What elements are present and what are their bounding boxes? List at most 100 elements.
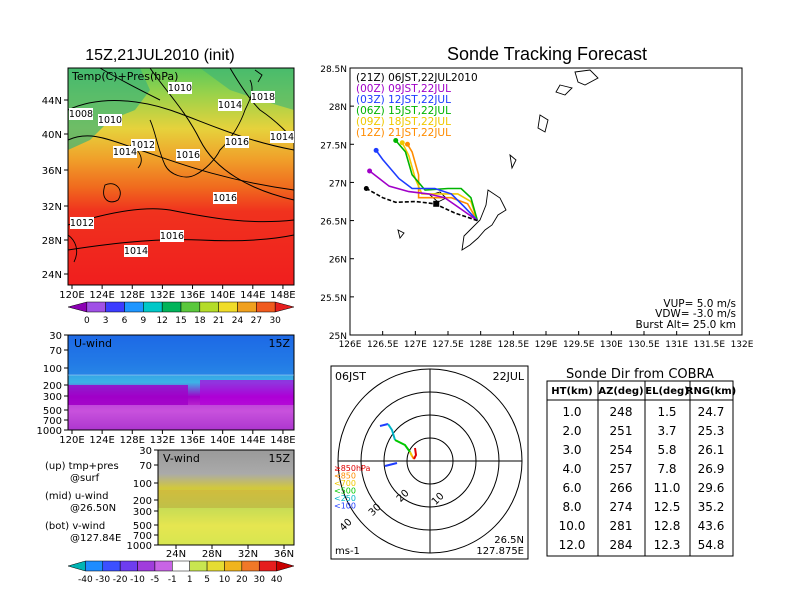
pressure-legend-entry: ≥850hPa	[334, 464, 371, 473]
track-line-5	[406, 143, 479, 222]
colorbar-swatch	[218, 301, 238, 313]
lon-tick-label: 132E	[731, 340, 754, 350]
legend-entry: (06Z) 15JST,22JUL	[356, 105, 451, 117]
track-endpoint-4	[399, 140, 405, 146]
polar-time-label: 06JST	[335, 370, 366, 383]
table-cell: 12.5	[654, 500, 681, 514]
lon-tick-label: 130.5E	[628, 340, 660, 350]
colorbar-tick-label: 3	[103, 316, 109, 326]
temp-colorbar: 0 3 6 9 12 15 18 21 24 27 30	[67, 301, 295, 326]
vwind-frame	[157, 449, 295, 546]
table-cell: 12.0	[559, 538, 586, 552]
track-endpoint-3	[393, 137, 399, 143]
lon-tick-label: 132E	[150, 435, 175, 446]
note-line: (bot) v-wind	[45, 521, 105, 532]
pressure-tick-label: 700	[133, 531, 152, 542]
table-cell: 54.8	[698, 538, 725, 552]
legend-entry: (09Z) 18JST,22JUL	[356, 116, 451, 128]
table-header: RNG(km)	[686, 386, 737, 397]
lat-tick-label: 24N	[42, 270, 62, 281]
polar-unit: ms-1	[335, 546, 360, 557]
polar-lon: 127.875E	[476, 546, 524, 557]
lat-tick-label: 26.5N	[320, 218, 347, 228]
isobar-label: 1014	[218, 100, 242, 111]
lat-tick-label: 25N	[329, 332, 347, 342]
isobars	[67, 67, 295, 251]
track-line-0	[365, 187, 478, 222]
table-header: HT(km)	[551, 386, 592, 397]
table-cell: 3.7	[657, 424, 676, 438]
isobar-label: 1008	[69, 109, 93, 120]
isobar-label-bg	[124, 245, 148, 257]
temp-map-frame	[67, 67, 295, 286]
burst-info: Burst Alt= 25.0 km	[636, 319, 736, 331]
lon-tick-label: 144E	[240, 290, 265, 301]
track-series	[363, 137, 479, 222]
lon-tick-label: 127.5E	[432, 340, 464, 350]
isobar-label-bg	[113, 146, 137, 158]
isobar-label: 1014	[270, 132, 294, 143]
colorbar-tick-label: 21	[213, 316, 224, 326]
isobar-label: 1016	[225, 137, 249, 148]
colorbar-swatch	[199, 301, 219, 313]
vdw-info: VDW= -3.0 m/s	[655, 308, 736, 320]
isobar-label-bg	[270, 131, 294, 143]
colorbar-swatch	[206, 560, 225, 572]
colorbar-swatch	[172, 560, 190, 572]
pressure-tick-label: 300	[133, 507, 152, 518]
isobar-label-bg	[213, 192, 237, 204]
legend-entry: (00Z) 09JST,22JUL	[356, 83, 451, 95]
lon-tick-label: 128E	[469, 340, 492, 350]
pressure-tick-label: 100	[133, 479, 152, 490]
pressure-legend-entry: <850	[334, 472, 356, 481]
isobar-label: 1010	[168, 83, 192, 94]
pressure-tick-label: 500	[43, 406, 62, 417]
uwind-lon-ticks: 120E 124E 128E 132E 136E 140E 144E 148E	[59, 430, 296, 446]
note-line: @127.84E	[70, 533, 121, 544]
colorbar-swatch	[67, 301, 88, 313]
legend-entry: (03Z) 12JST,22JUL	[356, 94, 451, 106]
table-cell: 24.7	[698, 405, 725, 419]
colorbar-swatch	[161, 301, 182, 313]
lat-tick-label: 32N	[238, 549, 258, 560]
temp-lat-ticks: 44N 40N 36N 32N 28N 24N	[42, 96, 68, 281]
colorbar-swatch	[258, 560, 277, 572]
pressure-tick-label: 100	[43, 364, 62, 375]
isobar-label-bg	[225, 136, 249, 148]
colorbar-tick-label: 9	[140, 316, 146, 326]
track-line-1	[369, 170, 478, 222]
lon-tick-label: 140E	[210, 435, 235, 446]
lon-tick-label: 127E	[404, 340, 427, 350]
track-lon-ticks: 126E 126.5E 127E 127.5E 128E 128.5E 129E 129.5E…	[339, 331, 754, 350]
polar-pressure-legend: ≥850hPa<850<700<500<250<100	[334, 464, 371, 511]
track-endpoint-0	[363, 186, 369, 192]
colorbar-swatch	[180, 301, 201, 313]
track-line-2	[375, 149, 478, 222]
colorbar-swatch	[137, 560, 156, 572]
note-line: @surf	[70, 473, 100, 484]
table-cell: 284	[610, 538, 633, 552]
colorbar-tick-label: -30	[95, 575, 110, 585]
table-cell: 10.0	[559, 519, 586, 533]
table-headers: HT(km) AZ(deg) EL(deg)RNG(km)	[551, 386, 736, 397]
pressure-tick-label: 200	[43, 381, 62, 392]
colorbar-swatch	[276, 560, 295, 572]
table-cell: 25.3	[698, 424, 725, 438]
colorbar-swatch	[85, 560, 104, 572]
track-frame	[349, 67, 743, 336]
colorbar-tick-label: -5	[150, 575, 159, 585]
table-cell: 266	[610, 481, 633, 495]
polar-lat: 26.5N	[494, 535, 524, 546]
pressure-legend-entry: <100	[334, 502, 356, 511]
lon-tick-label: 128E	[120, 290, 145, 301]
lat-tick-label: 27N	[329, 179, 347, 189]
table-cell: 251	[610, 424, 633, 438]
colorbar-tick-label: 1	[187, 575, 193, 585]
table-cell: 257	[610, 462, 633, 476]
table-cell: 4.0	[562, 462, 581, 476]
colorbar-tick-label: 30	[254, 575, 266, 585]
isobar-label: 1012	[70, 218, 94, 229]
